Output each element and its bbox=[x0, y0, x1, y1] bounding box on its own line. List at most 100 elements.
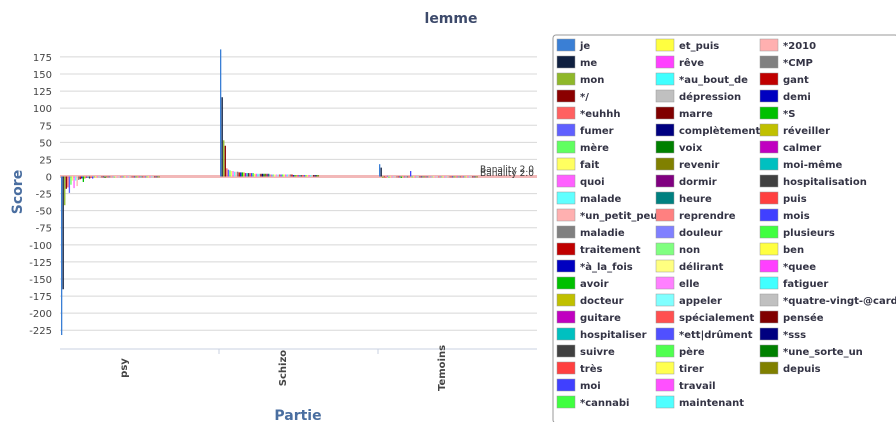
bar bbox=[90, 176, 92, 178]
bar bbox=[126, 176, 128, 178]
legend-swatch bbox=[655, 276, 675, 290]
legend-swatch bbox=[655, 123, 675, 137]
bar bbox=[302, 175, 304, 177]
bar bbox=[300, 175, 302, 177]
bar bbox=[386, 175, 389, 177]
annotation-banality-1: Banality 2.0 bbox=[480, 165, 534, 175]
bar bbox=[445, 176, 447, 178]
x-tick-label: Temoins bbox=[437, 345, 448, 391]
legend-label: complètement bbox=[679, 125, 760, 137]
legend-swatch bbox=[759, 361, 779, 375]
bar bbox=[223, 140, 225, 177]
bar bbox=[146, 176, 148, 178]
y-tick-label: 150 bbox=[33, 70, 52, 81]
bar bbox=[396, 176, 398, 178]
legend-label: docteur bbox=[580, 296, 624, 307]
legend-swatch bbox=[759, 140, 779, 154]
legend-swatch bbox=[655, 191, 675, 205]
legend-swatch bbox=[655, 38, 675, 52]
bar bbox=[380, 167, 382, 177]
bar bbox=[238, 172, 240, 177]
legend-swatch bbox=[759, 242, 779, 256]
bar bbox=[101, 176, 103, 178]
legend-label: hospitaliser bbox=[580, 330, 647, 341]
bar bbox=[272, 174, 274, 177]
chart-title: lemme bbox=[425, 11, 478, 27]
bar bbox=[400, 176, 402, 178]
legend-label: reprendre bbox=[679, 211, 736, 222]
bar bbox=[468, 176, 471, 178]
bar bbox=[155, 176, 157, 178]
y-tick-label: 125 bbox=[33, 87, 52, 98]
legend-label: guitare bbox=[580, 313, 621, 324]
legend-label: fatiguer bbox=[783, 279, 828, 290]
bar bbox=[140, 176, 142, 178]
bar bbox=[261, 173, 264, 177]
bar bbox=[138, 176, 140, 178]
bar bbox=[130, 176, 133, 178]
bar bbox=[84, 176, 86, 179]
legend-swatch bbox=[759, 310, 779, 324]
legend-swatch bbox=[759, 89, 779, 103]
legend-label: dépression bbox=[679, 91, 741, 103]
legend-swatch bbox=[655, 157, 675, 171]
legend-label: quoi bbox=[580, 177, 605, 188]
bar bbox=[294, 175, 296, 177]
bar bbox=[99, 176, 102, 178]
bar bbox=[430, 176, 432, 178]
y-axis-title: Score bbox=[10, 170, 26, 214]
bar bbox=[64, 176, 66, 206]
legend-label: *quatre-vingt-@card@ bbox=[783, 296, 896, 307]
bar bbox=[129, 176, 131, 178]
bar bbox=[420, 176, 423, 178]
legend-swatch bbox=[556, 242, 576, 256]
legend-swatch bbox=[759, 293, 779, 307]
legend: je me mon */ *euhhh fumer mère fait quoi malade *u… bbox=[552, 34, 896, 422]
bar bbox=[268, 173, 270, 177]
bar bbox=[102, 176, 105, 178]
bar bbox=[70, 176, 72, 185]
bar bbox=[389, 176, 392, 178]
legend-swatch bbox=[759, 208, 779, 222]
legend-label: *2010 bbox=[783, 41, 816, 52]
bar bbox=[436, 176, 438, 178]
legend-swatch bbox=[655, 140, 675, 154]
legend-label: maladie bbox=[580, 228, 625, 239]
y-tick-label: -175 bbox=[29, 292, 52, 303]
bar bbox=[113, 176, 115, 178]
legend-swatch bbox=[759, 191, 779, 205]
bar bbox=[112, 176, 114, 178]
bar bbox=[476, 176, 478, 178]
bar bbox=[383, 176, 385, 178]
legend-swatch bbox=[556, 123, 576, 137]
bar bbox=[450, 176, 452, 178]
y-tick-label: -200 bbox=[29, 309, 52, 320]
x-tick-label: Schizo bbox=[278, 350, 289, 386]
bar bbox=[62, 176, 64, 290]
bar bbox=[74, 176, 77, 181]
legend-label: *quee bbox=[783, 262, 816, 273]
bar bbox=[98, 176, 100, 178]
bar bbox=[289, 174, 292, 177]
legend-label: délirant bbox=[679, 261, 724, 273]
legend-swatch bbox=[556, 157, 576, 171]
bar bbox=[68, 176, 71, 193]
bar bbox=[382, 176, 384, 178]
bar bbox=[419, 176, 421, 178]
legend-swatch bbox=[655, 72, 675, 86]
bar bbox=[454, 176, 457, 178]
bar bbox=[282, 174, 284, 177]
legend-swatch bbox=[759, 157, 779, 171]
bar bbox=[124, 176, 126, 178]
legend-label: maintenant bbox=[679, 398, 744, 409]
bar bbox=[220, 49, 222, 177]
bar bbox=[410, 171, 412, 177]
bar bbox=[257, 173, 259, 177]
bar bbox=[92, 176, 94, 179]
legend-swatch bbox=[556, 191, 576, 205]
legend-label: */ bbox=[580, 92, 589, 103]
legend-swatch bbox=[759, 259, 779, 273]
legend-label: revenir bbox=[679, 160, 720, 171]
bar bbox=[87, 176, 89, 178]
bar bbox=[423, 176, 426, 178]
